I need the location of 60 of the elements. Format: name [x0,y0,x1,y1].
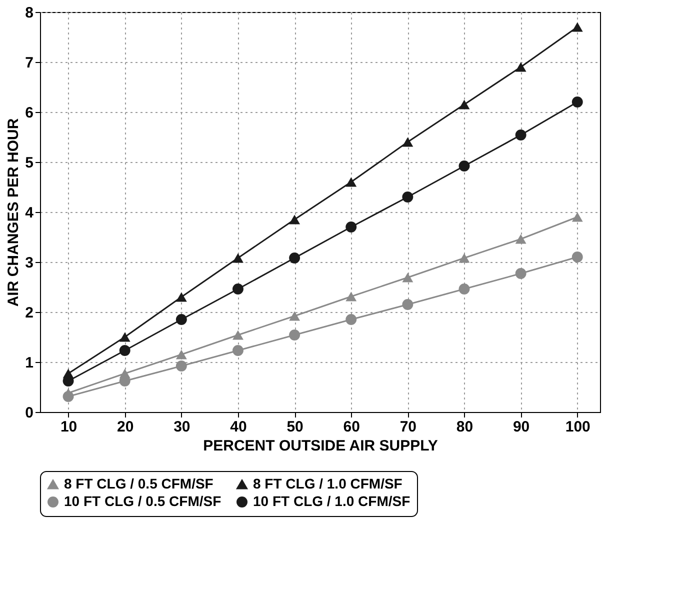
y-tick-label: 3 [25,254,34,272]
point [515,130,526,140]
point [346,292,357,302]
y-axis-title: AIR CHANGES PER HOUR [5,118,22,307]
legend-label: 8 FT CLG / 0.5 CFM/SF [64,475,214,492]
point [176,292,187,302]
point [346,222,357,232]
point [402,137,414,147]
point [458,100,470,110]
point [458,284,470,294]
x-axis-title: PERCENT OUTSIDE AIR SUPPLY [203,438,438,454]
point [402,192,414,202]
x-tick-label: 100 [565,418,590,436]
point [232,345,244,356]
point [346,314,357,325]
point [289,252,300,264]
x-tick-label: 70 [400,418,417,436]
x-tick-label: 60 [343,418,360,436]
point [572,96,583,108]
point [232,330,244,340]
x-tick-label: 80 [456,418,474,436]
legend-label: 10 FT CLG / 1.0 CFM/SF [253,493,411,509]
point [515,268,526,279]
point [458,253,470,263]
point [289,330,300,340]
point [176,350,187,360]
x-tick-label: 30 [174,418,190,436]
y-tick-label: 1 [25,354,34,372]
point [572,252,583,262]
x-tick-label: 10 [60,418,78,436]
point [119,332,130,342]
point [232,284,244,294]
point [515,62,526,72]
y-tick-label: 4 [25,204,34,222]
point [402,299,414,310]
x-tick-label: 40 [230,418,247,436]
legend-label: 10 FT CLG / 0.5 CFM/SF [64,493,222,509]
y-tick-label: 2 [25,304,34,322]
point [572,212,583,222]
x-tick-label: 90 [512,418,530,436]
point [176,314,187,325]
legend-label: 8 FT CLG / 1.0 CFM/SF [253,475,403,492]
x-tick-label: 20 [117,418,134,436]
y-tick-label: 0 [25,404,34,422]
point [176,360,187,372]
point [402,272,414,282]
y-tick-label: 5 [25,154,34,172]
point [346,177,357,187]
point [515,234,526,244]
point [289,214,300,224]
point [289,311,300,321]
point [572,22,583,32]
point [119,345,130,356]
y-tick-label: 7 [25,54,34,72]
point [232,253,244,263]
point [62,391,74,402]
y-tick-label: 6 [25,104,34,122]
x-tick-label: 50 [286,418,304,436]
y-tick-label: 8 [25,4,34,22]
point [458,160,470,172]
